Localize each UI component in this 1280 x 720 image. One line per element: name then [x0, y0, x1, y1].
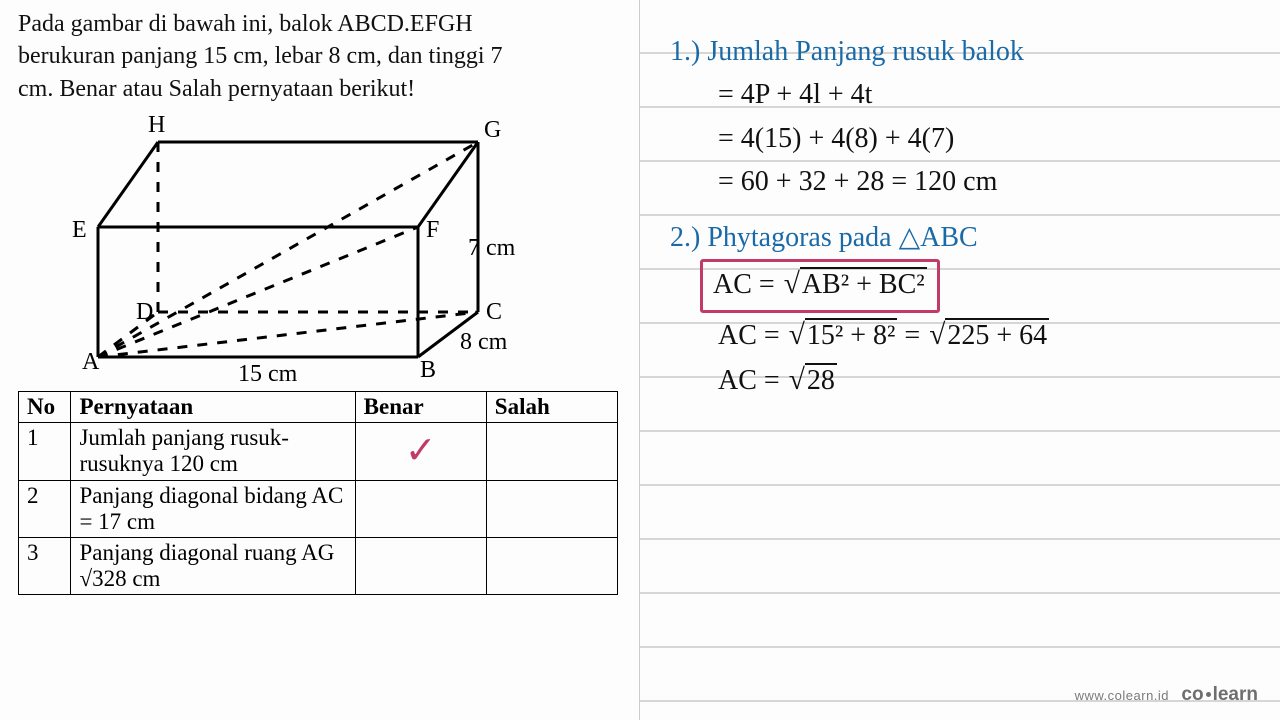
cuboid-svg: A B C D E F G H 15 cm 8 cm 7 cm	[58, 107, 518, 387]
step1-line1: = 4P + 4l + 4t	[670, 73, 1260, 116]
l3a: AC =	[718, 365, 780, 396]
dim-width: 8 cm	[460, 329, 508, 355]
cell-benar: ✓	[355, 423, 486, 481]
label-H: H	[148, 112, 165, 138]
table-row: 3 Panjang diagonal ruang AG √328 cm	[19, 538, 618, 595]
label-A: A	[82, 349, 100, 375]
cell-stmt: Panjang diagonal bidang AC = 17 cm	[71, 481, 355, 538]
l2b: 15² + 8²	[805, 318, 898, 351]
problem-line-1: Pada gambar di bawah ini, balok ABCD.EFG…	[18, 11, 473, 37]
col-stmt: Pernyataan	[71, 392, 355, 423]
col-benar: Benar	[355, 392, 486, 423]
table-row: 1 Jumlah panjang rusuk-rusuknya 120 cm ✓	[19, 423, 618, 481]
handwriting: 1.) Jumlah Panjang rusuk balok = 4P + 4l…	[670, 30, 1260, 404]
step2-title: 2.) Phytagoras pada △ABC	[670, 216, 1260, 259]
watermark-url: www.colearn.id	[1075, 688, 1169, 703]
col-salah: Salah	[486, 392, 617, 423]
cell-benar	[355, 481, 486, 538]
problem-panel: Pada gambar di bawah ini, balok ABCD.EFG…	[0, 0, 640, 720]
cell-no: 3	[19, 538, 71, 595]
step1-line3: = 60 + 32 + 28 = 120 cm	[670, 160, 1260, 203]
l3b: 28	[805, 363, 837, 396]
table-header-row: No Pernyataan Benar Salah	[19, 392, 618, 423]
dim-length: 15 cm	[238, 361, 298, 387]
step2-line3: AC = 28	[670, 358, 1260, 404]
col-no: No	[19, 392, 71, 423]
check-icon: ✓	[364, 425, 478, 478]
step2-box: AC = AB² + BC²	[670, 259, 1260, 313]
problem-text: Pada gambar di bawah ini, balok ABCD.EFG…	[18, 8, 627, 105]
label-B: B	[420, 357, 436, 383]
table-row: 2 Panjang diagonal bidang AC = 17 cm	[19, 481, 618, 538]
label-G: G	[484, 117, 501, 143]
cell-no: 2	[19, 481, 71, 538]
label-D: D	[136, 299, 153, 325]
cell-benar	[355, 538, 486, 595]
l2c: =	[904, 320, 927, 351]
box-rhs: AB² + BC²	[800, 267, 927, 300]
sqrt-icon: 28	[787, 358, 837, 404]
sqrt-icon: 225 + 64	[927, 313, 1049, 359]
label-E: E	[72, 217, 87, 243]
label-C: C	[486, 299, 502, 325]
cell-salah	[486, 481, 617, 538]
cell-salah	[486, 423, 617, 481]
watermark: www.colearn.id colearn	[1075, 684, 1258, 706]
label-F: F	[426, 217, 439, 243]
step2-line2: AC = 15² + 8² = 225 + 64	[670, 313, 1260, 359]
step1-line2: = 4(15) + 4(8) + 4(7)	[670, 117, 1260, 160]
cell-stmt: Jumlah panjang rusuk-rusuknya 120 cm	[71, 423, 355, 481]
problem-line-2: berukuran panjang 15 cm, lebar 8 cm, dan…	[18, 43, 503, 69]
brand-co: co	[1181, 684, 1203, 705]
cell-no: 1	[19, 423, 71, 481]
solution-panel: 1.) Jumlah Panjang rusuk balok = 4P + 4l…	[640, 0, 1280, 720]
box-lhs: AC =	[713, 269, 775, 300]
cell-salah	[486, 538, 617, 595]
dim-height: 7 cm	[468, 235, 516, 261]
pythagoras-box: AC = AB² + BC²	[700, 259, 940, 313]
sqrt-icon: 15² + 8²	[787, 313, 898, 359]
dot-icon	[1206, 692, 1211, 697]
problem-line-3: cm. Benar atau Salah pernyataan berikut!	[18, 76, 415, 102]
page: Pada gambar di bawah ini, balok ABCD.EFG…	[0, 0, 1280, 720]
sqrt-icon: AB² + BC²	[782, 262, 927, 308]
step1-title: 1.) Jumlah Panjang rusuk balok	[670, 30, 1260, 73]
cuboid-diagram: A B C D E F G H 15 cm 8 cm 7 cm	[58, 107, 518, 387]
cell-stmt: Panjang diagonal ruang AG √328 cm	[71, 538, 355, 595]
brand-learn: learn	[1213, 684, 1258, 705]
statements-table: No Pernyataan Benar Salah 1 Jumlah panja…	[18, 391, 618, 595]
l2a: AC =	[718, 320, 780, 351]
l2d: 225 + 64	[945, 318, 1049, 351]
